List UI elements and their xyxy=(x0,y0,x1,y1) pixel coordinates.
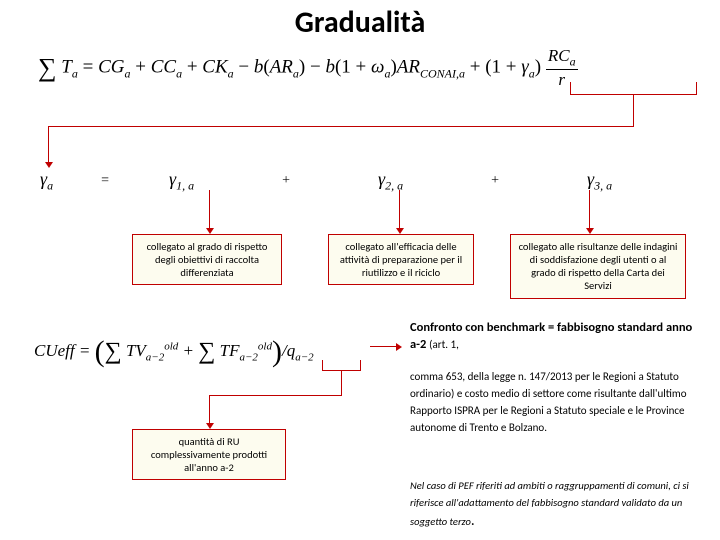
arrow-g1-line xyxy=(209,190,210,228)
cu-br-long xyxy=(209,395,342,396)
callout-gamma1: collegato al grado di rispetto degli obi… xyxy=(132,234,282,285)
formula-main: ∑ Ta = CGa + CCa + CKa − b(ARa) − b(1 + … xyxy=(38,46,578,90)
benchmark-body-text: comma 653, della legge n. 147/2013 per l… xyxy=(410,370,687,434)
cu-br-r xyxy=(360,360,361,370)
benchmark-body: comma 653, della legge n. 147/2013 per l… xyxy=(410,369,702,437)
bracket-down-to-gamma xyxy=(48,126,49,162)
callout-qa2: quantità di RU complessivamente prodotti… xyxy=(132,429,286,480)
cu-br-l xyxy=(322,360,323,370)
bracket-drop xyxy=(633,94,634,127)
cu-arrow-head xyxy=(396,343,402,351)
arrow-g3-line xyxy=(589,190,590,228)
benchmark-text: Confronto con benchmark = fabbisogno sta… xyxy=(410,320,700,354)
gamma-1: γ1, a xyxy=(169,169,194,194)
note-period: . xyxy=(471,512,475,530)
bracket-long-h xyxy=(48,126,634,127)
plus-2: + xyxy=(491,173,499,189)
cu-arrow-h xyxy=(370,346,396,347)
gamma-decomposition: γa = γ1, a + γ2, a + γ3, a xyxy=(40,169,680,194)
callout-gamma2: collegato all'efficacia delle attività d… xyxy=(328,234,474,285)
cu-br-drop xyxy=(341,370,342,396)
formula-cueff: CUeff = (∑ TVa−2old + ∑ TFa−2old)/qa−2 xyxy=(34,335,314,369)
equals: = xyxy=(101,173,109,189)
callout-gamma3: collegato alle risultanze delle indagini… xyxy=(510,234,686,299)
benchmark-art: (art. 1, xyxy=(429,338,459,351)
gamma-a: γa xyxy=(40,169,53,194)
page-title: Gradualità xyxy=(0,4,720,41)
plus-1: + xyxy=(282,173,290,189)
bracket-right-v xyxy=(696,82,697,94)
bracket-arrowhead xyxy=(45,162,53,168)
cu-br-down xyxy=(209,395,210,423)
arrow-g2-line xyxy=(399,190,400,228)
note-text-inner: Nel caso di PEF riferiti ad ambiti o rag… xyxy=(410,479,689,528)
bracket-left-v xyxy=(570,82,571,94)
note-text: Nel caso di PEF riferiti ad ambiti o rag… xyxy=(410,478,710,531)
gamma-3: γ3, a xyxy=(587,169,612,194)
